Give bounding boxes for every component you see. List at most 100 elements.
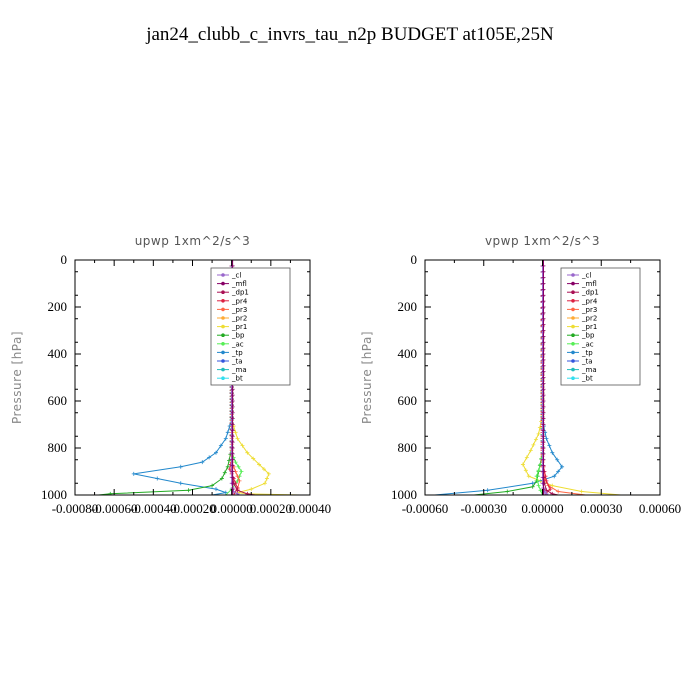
x-tick-label: 0.00000 bbox=[211, 501, 253, 516]
data-point bbox=[225, 430, 230, 435]
legend-marker bbox=[571, 333, 575, 338]
data-point bbox=[245, 491, 250, 495]
legend-label: _cl bbox=[231, 272, 241, 280]
data-point bbox=[530, 484, 535, 489]
data-point bbox=[552, 474, 557, 479]
y-tick-label: 600 bbox=[48, 393, 68, 408]
data-point bbox=[230, 457, 235, 462]
data-point bbox=[264, 476, 269, 481]
data-point bbox=[230, 404, 235, 409]
data-point bbox=[257, 462, 262, 467]
data-point bbox=[520, 462, 525, 467]
legend-label: _dp1 bbox=[231, 289, 249, 297]
legend-label: _pr4 bbox=[231, 297, 248, 305]
x-tick-label: 0.00030 bbox=[580, 501, 622, 516]
y-tick-label: 200 bbox=[48, 299, 68, 314]
data-point bbox=[233, 430, 238, 435]
data-point bbox=[541, 457, 546, 462]
legend-label: _tp bbox=[231, 349, 243, 357]
legend: _cl_mfl_dp1_pr4_pr3_pr2_pr1_bp_ac_tp_ta_… bbox=[210, 267, 291, 386]
data-point bbox=[550, 491, 555, 495]
legend-marker bbox=[221, 299, 225, 303]
data-point bbox=[235, 491, 240, 495]
legend-label: _ac bbox=[581, 340, 594, 348]
y-tick-label: 400 bbox=[398, 346, 418, 361]
legend-marker bbox=[221, 273, 225, 277]
legend-marker bbox=[571, 342, 575, 346]
x-tick-label: -0.00040 bbox=[130, 501, 177, 516]
data-point bbox=[550, 483, 555, 488]
data-point bbox=[541, 316, 546, 321]
data-point bbox=[541, 481, 546, 486]
data-point bbox=[505, 489, 510, 494]
legend-label: _pr2 bbox=[581, 315, 597, 323]
legend-label: _ta bbox=[581, 358, 593, 366]
data-point bbox=[541, 346, 546, 351]
data-point bbox=[523, 468, 528, 473]
legend-marker bbox=[221, 324, 225, 329]
legend-marker bbox=[221, 367, 225, 372]
legend-label: _mfl bbox=[581, 280, 597, 288]
data-point bbox=[541, 387, 546, 392]
data-point bbox=[541, 451, 546, 456]
data-point bbox=[230, 434, 235, 439]
legend-label: _pr1 bbox=[231, 323, 247, 331]
figure-title: jan24_clubb_c_invrs_tau_n2p BUDGET at105… bbox=[145, 24, 554, 45]
data-point bbox=[225, 464, 230, 469]
data-point bbox=[536, 483, 541, 488]
data-point bbox=[235, 488, 240, 493]
data-point bbox=[155, 476, 160, 481]
data-point bbox=[556, 469, 561, 474]
legend-label: _pr1 bbox=[581, 323, 597, 331]
data-point bbox=[223, 436, 228, 441]
data-point bbox=[556, 489, 561, 494]
x-tick-label: -0.00060 bbox=[402, 501, 449, 516]
data-point bbox=[541, 446, 546, 450]
y-tick-label: 800 bbox=[48, 440, 68, 455]
data-point bbox=[230, 260, 235, 262]
legend-marker bbox=[221, 333, 225, 338]
legend-label: _pr4 bbox=[581, 297, 598, 305]
legend-marker bbox=[571, 281, 575, 286]
data-point bbox=[550, 450, 555, 455]
legend-marker bbox=[571, 290, 575, 295]
data-point bbox=[541, 404, 546, 409]
data-point bbox=[230, 451, 235, 456]
x-tick-label: -0.00020 bbox=[169, 501, 216, 516]
data-point bbox=[541, 422, 546, 427]
data-point bbox=[536, 431, 541, 436]
data-point bbox=[541, 269, 546, 274]
data-point bbox=[230, 481, 235, 486]
data-point bbox=[541, 287, 546, 292]
series-markers-mfl bbox=[541, 260, 546, 492]
legend-marker bbox=[221, 281, 225, 286]
data-point bbox=[541, 428, 546, 433]
legend-label: _pr3 bbox=[581, 306, 597, 314]
data-point bbox=[233, 460, 238, 465]
series-group bbox=[434, 260, 621, 495]
data-point bbox=[236, 464, 241, 469]
data-point bbox=[210, 483, 215, 488]
data-point bbox=[531, 442, 536, 447]
legend-label: _ta bbox=[231, 358, 243, 366]
data-point bbox=[530, 481, 535, 486]
x-tick-label: 0.00060 bbox=[639, 501, 681, 516]
data-point bbox=[214, 487, 218, 492]
legend-marker bbox=[571, 316, 575, 320]
legend-marker bbox=[221, 290, 225, 295]
x-tick-label: -0.00080 bbox=[52, 501, 99, 516]
data-point bbox=[541, 434, 546, 439]
legend-marker bbox=[571, 324, 575, 329]
data-point bbox=[541, 275, 546, 280]
data-point bbox=[237, 478, 242, 483]
data-point bbox=[541, 463, 546, 468]
data-point bbox=[230, 469, 235, 474]
data-point bbox=[235, 474, 240, 479]
data-point bbox=[485, 488, 490, 493]
data-point bbox=[230, 475, 235, 480]
data-point bbox=[227, 467, 232, 472]
data-point bbox=[534, 474, 539, 479]
data-point bbox=[186, 488, 191, 493]
legend-marker bbox=[571, 273, 575, 277]
data-point bbox=[533, 437, 538, 442]
